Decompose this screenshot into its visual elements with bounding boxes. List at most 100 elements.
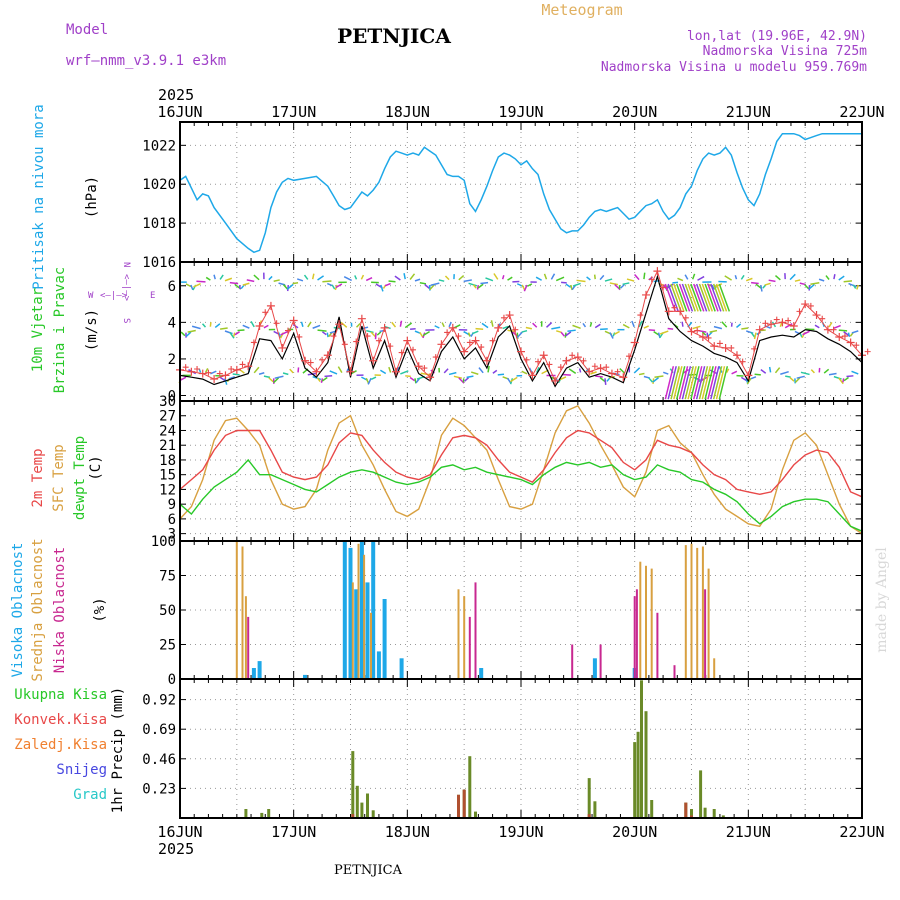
wind-arrow	[224, 277, 233, 282]
wind-gust-marker	[682, 314, 689, 321]
wind-arrow	[268, 377, 274, 383]
wind-gust-marker	[391, 367, 400, 376]
wind-arrow	[329, 370, 338, 375]
wind-gust-marker	[369, 356, 378, 365]
wind-arrow	[371, 376, 377, 380]
wind-arrow	[228, 376, 235, 380]
wind-arrow	[768, 366, 772, 373]
wind-arrow	[324, 375, 333, 378]
wind-arrow	[622, 323, 630, 329]
wind-arrow	[828, 372, 837, 376]
precip-bar	[366, 793, 369, 818]
wind-arrow	[678, 283, 691, 312]
precip-conv-bar	[457, 794, 460, 818]
footer-station: PETNJICA	[334, 863, 403, 878]
precip-legend-conv: Konvek.Kisa	[14, 712, 107, 728]
cloud-bar	[571, 644, 574, 679]
wind-arrow	[467, 332, 471, 337]
wind-arrow	[572, 282, 581, 287]
wind-arrow	[409, 376, 415, 382]
x-date-label: 22JUN	[839, 823, 884, 841]
wind-arrow	[590, 371, 597, 375]
wind-gust-marker	[642, 290, 651, 299]
precip-bar	[587, 778, 591, 818]
t2m-line	[179, 429, 863, 498]
wind-gust-marker	[853, 342, 860, 349]
wind-arrow	[507, 276, 513, 281]
credit-watermark: made by Angel	[874, 547, 890, 653]
wind-arrow	[485, 277, 494, 282]
page-title: PETNJICA	[337, 24, 451, 48]
wind-arrow	[253, 274, 260, 281]
cloud-bar	[639, 561, 642, 679]
wind-arrow	[438, 279, 445, 282]
precip-bar	[360, 802, 364, 818]
wind-gust-marker	[785, 317, 792, 324]
y-tick-label: 9	[168, 497, 176, 513]
wind-arrow	[312, 375, 322, 381]
wind-arrow	[768, 279, 776, 283]
wind-arrow	[681, 321, 684, 327]
wind-arrow	[701, 283, 714, 312]
y-tick-label: 18	[159, 453, 176, 469]
wind-arrow	[631, 320, 635, 328]
wind-gust-marker	[250, 339, 257, 346]
wind-arrow	[851, 330, 859, 334]
x-date-label: 22JUN	[839, 103, 884, 121]
wind-arrow	[678, 366, 689, 400]
cloud-bar	[371, 541, 376, 679]
wind-gust-marker	[546, 361, 553, 368]
x-date-label: 16JUN	[157, 823, 202, 841]
y-tick-label: 0	[168, 672, 176, 688]
wind-arrow	[253, 366, 260, 374]
wind-arrow	[707, 283, 719, 312]
wind-arrow	[565, 283, 572, 288]
wind-gust-marker	[187, 367, 196, 376]
wind-arrow	[740, 274, 745, 280]
wind-arrow	[838, 275, 845, 281]
wind-gust-marker	[421, 365, 428, 372]
y-tick-label: 12	[159, 482, 176, 498]
y-tick-label: 1022	[142, 138, 176, 154]
wind-arrow	[673, 366, 683, 400]
wind-arrow	[388, 366, 392, 373]
wind-arrow	[273, 377, 280, 384]
wind-gust-marker	[307, 359, 314, 366]
wind-arrow	[321, 376, 328, 382]
cloud-bar	[457, 589, 460, 679]
wind-arrow	[638, 372, 645, 376]
model-label: Model	[66, 22, 108, 38]
wind-arrow	[193, 283, 201, 288]
precip-conv-bar	[690, 815, 693, 818]
temp-title: 2m Temp	[30, 448, 46, 507]
x-date-label: 18JUN	[385, 103, 430, 121]
wind-arrow	[331, 284, 336, 290]
wind-title-2: Brzina i Pravac	[52, 267, 68, 393]
wind-arrow	[394, 275, 401, 281]
pressure-panel: 1016 1018 1020 1022	[142, 121, 863, 271]
wind-arrow	[263, 324, 269, 329]
wind-gust-marker	[528, 371, 537, 380]
y-tick-label: 2	[168, 352, 176, 368]
wind-gust-marker	[398, 349, 405, 356]
wind-arrow	[229, 331, 235, 339]
wind-arrow	[698, 366, 709, 400]
cloud-bar	[650, 568, 653, 679]
wind-gust-marker	[232, 365, 241, 374]
precip-conv-bar	[351, 814, 355, 818]
cloud-bar	[363, 554, 366, 679]
cloud-bar	[359, 541, 364, 679]
cloud-bar	[696, 547, 699, 679]
wind-gust-marker	[380, 323, 389, 332]
wind-gust-marker	[410, 346, 417, 353]
wind-arrow	[543, 273, 548, 280]
wind-arrow	[219, 274, 224, 280]
wind-gust-marker	[762, 320, 769, 327]
wind-gust-marker	[466, 339, 473, 346]
wind-arrow	[794, 279, 801, 282]
wind-gust-marker	[455, 333, 462, 340]
wind-arrow	[648, 377, 654, 383]
wind-arrow	[760, 369, 767, 374]
wind-gust-marker	[637, 312, 644, 319]
wind-arrow	[441, 322, 445, 328]
